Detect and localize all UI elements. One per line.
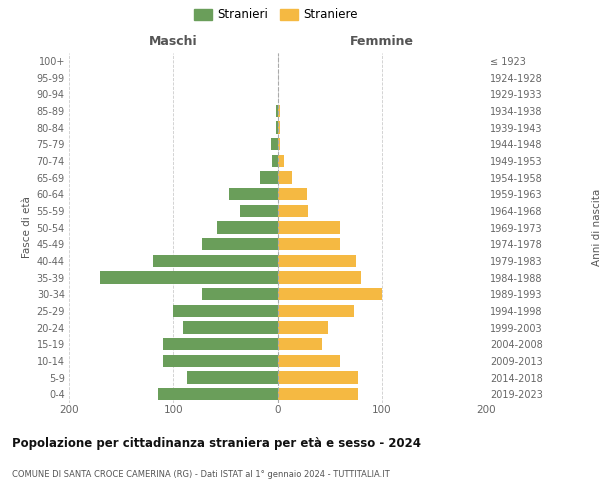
- Text: COMUNE DI SANTA CROCE CAMERINA (RG) - Dati ISTAT al 1° gennaio 2024 - TUTTITALIA: COMUNE DI SANTA CROCE CAMERINA (RG) - Da…: [12, 470, 390, 479]
- Bar: [277, 304, 353, 317]
- Bar: [277, 154, 284, 167]
- Bar: [277, 122, 280, 134]
- Bar: [277, 322, 328, 334]
- Bar: [163, 354, 277, 367]
- Bar: [229, 188, 277, 200]
- Bar: [202, 238, 277, 250]
- Bar: [277, 288, 382, 300]
- Text: Popolazione per cittadinanza straniera per età e sesso - 2024: Popolazione per cittadinanza straniera p…: [12, 438, 421, 450]
- Bar: [277, 254, 356, 267]
- Bar: [100, 271, 277, 284]
- Bar: [277, 221, 340, 234]
- Bar: [277, 188, 307, 200]
- Bar: [272, 154, 277, 167]
- Text: Femmine: Femmine: [350, 34, 414, 48]
- Bar: [271, 138, 277, 150]
- Bar: [277, 138, 280, 150]
- Bar: [277, 271, 361, 284]
- Bar: [173, 304, 277, 317]
- Bar: [277, 354, 340, 367]
- Bar: [182, 322, 277, 334]
- Bar: [240, 204, 277, 217]
- Bar: [277, 338, 322, 350]
- Bar: [154, 254, 277, 267]
- Bar: [260, 172, 277, 184]
- Bar: [202, 288, 277, 300]
- Bar: [158, 388, 277, 400]
- Bar: [277, 172, 292, 184]
- Legend: Stranieri, Straniere: Stranieri, Straniere: [191, 6, 361, 24]
- Bar: [277, 388, 358, 400]
- Y-axis label: Fasce di età: Fasce di età: [22, 196, 32, 258]
- Bar: [277, 371, 358, 384]
- Bar: [217, 221, 277, 234]
- Bar: [277, 104, 280, 117]
- Bar: [277, 204, 308, 217]
- Bar: [187, 371, 277, 384]
- Y-axis label: Anni di nascita: Anni di nascita: [592, 189, 600, 266]
- Bar: [163, 338, 277, 350]
- Text: Maschi: Maschi: [149, 34, 197, 48]
- Bar: [277, 238, 340, 250]
